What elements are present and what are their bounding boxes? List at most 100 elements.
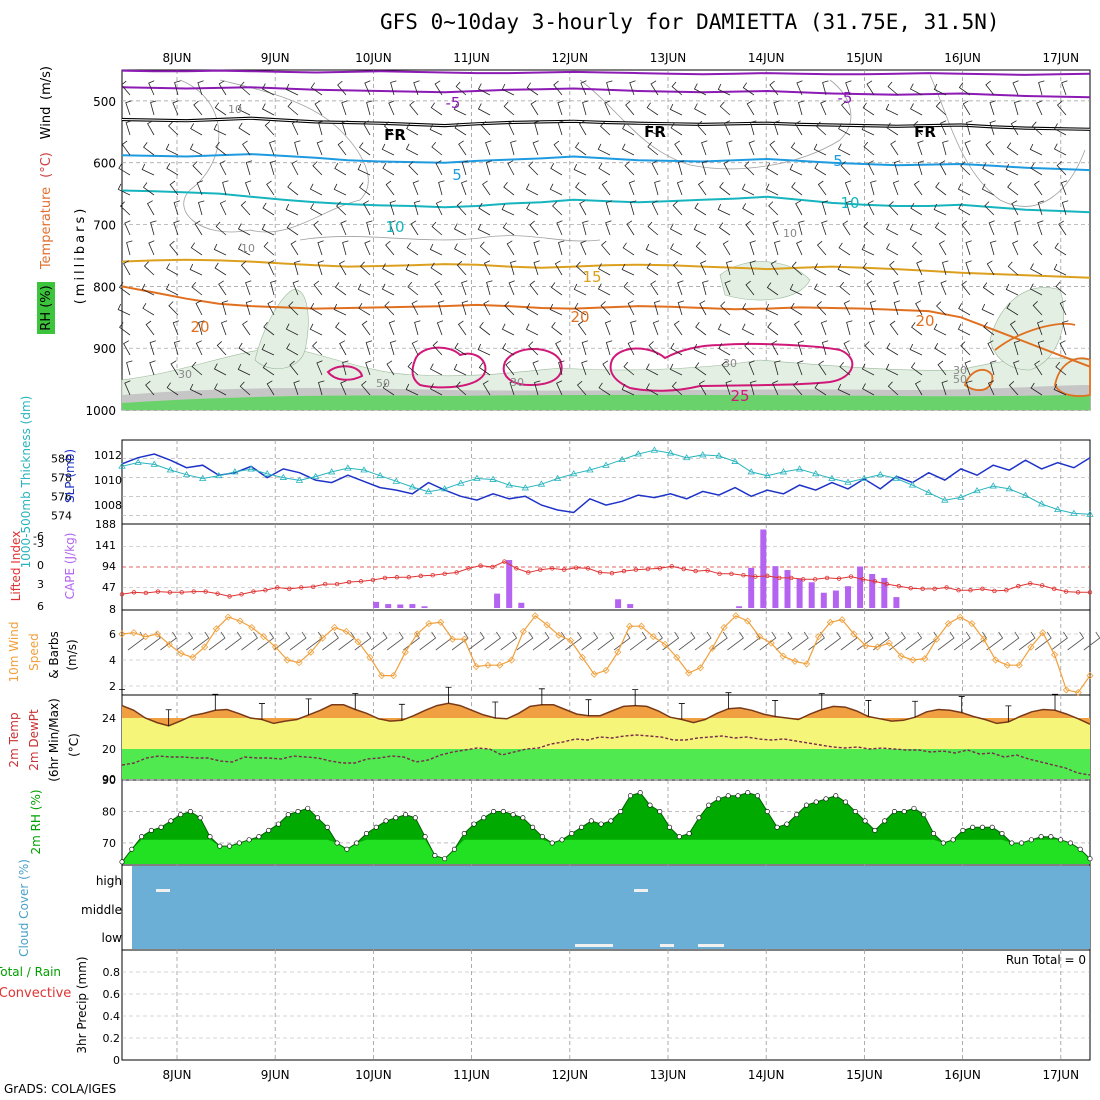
li-marker bbox=[299, 585, 304, 590]
wind-barb bbox=[677, 300, 685, 316]
wind-barb bbox=[310, 82, 323, 96]
contour-label: FR bbox=[914, 123, 936, 141]
wind-barb bbox=[174, 80, 181, 96]
rh-contour-label: 10 bbox=[241, 242, 255, 255]
li-marker bbox=[418, 573, 423, 579]
surface-wind-barb bbox=[581, 631, 599, 651]
wind-barb bbox=[694, 103, 707, 116]
wind-barb bbox=[529, 220, 539, 236]
wind-barb bbox=[909, 343, 923, 356]
li-marker bbox=[526, 570, 531, 575]
wind-barb bbox=[837, 263, 851, 276]
wind-barb bbox=[940, 280, 947, 296]
wind-barb bbox=[815, 121, 827, 136]
ua-ylabel-degc: (°C) bbox=[39, 152, 54, 178]
wind-barb bbox=[866, 80, 875, 96]
wind-barb bbox=[936, 301, 947, 316]
wind-barb bbox=[942, 260, 949, 276]
wind-barb bbox=[532, 360, 539, 376]
rh-marker bbox=[471, 821, 477, 827]
li-marker bbox=[573, 565, 579, 570]
wind-speed-marker bbox=[165, 640, 173, 648]
cape-bar bbox=[615, 599, 622, 608]
wind-barb bbox=[625, 100, 635, 116]
rh-marker bbox=[1019, 840, 1025, 846]
wind-barb bbox=[820, 320, 828, 336]
wind-speed-marker bbox=[543, 621, 551, 629]
wind-barb bbox=[843, 340, 851, 356]
rh-marker bbox=[569, 831, 575, 837]
wind-speed-marker bbox=[354, 638, 362, 646]
thickness-marker bbox=[166, 466, 175, 473]
wind-barb bbox=[485, 140, 492, 156]
wind-barb bbox=[289, 360, 299, 376]
wind-barb bbox=[723, 120, 731, 136]
wind-barb bbox=[407, 361, 419, 376]
rh-marker bbox=[393, 815, 399, 821]
wind-barb bbox=[750, 120, 757, 136]
wind-barb bbox=[361, 320, 371, 336]
rh-marker bbox=[559, 837, 565, 843]
surface-wind-barb bbox=[386, 631, 404, 651]
wind-barb bbox=[483, 300, 491, 316]
wind-barb bbox=[601, 240, 611, 256]
wind-barb bbox=[988, 220, 995, 236]
wind-barb bbox=[338, 260, 347, 276]
li-marker bbox=[561, 567, 567, 572]
wind-speed-marker bbox=[602, 666, 610, 674]
wind-barb bbox=[693, 83, 707, 96]
wind-barb bbox=[960, 161, 971, 176]
wind-barb bbox=[365, 340, 373, 356]
contour-label: 5 bbox=[833, 152, 843, 170]
wind-barb bbox=[580, 80, 587, 96]
wind-barb bbox=[794, 120, 803, 136]
wind-barb bbox=[168, 301, 179, 316]
li-marker bbox=[609, 570, 615, 576]
li-marker bbox=[227, 594, 232, 599]
wind-speed-marker bbox=[637, 622, 645, 630]
thickness-marker bbox=[844, 478, 852, 485]
rh-marker bbox=[344, 846, 350, 852]
wind-barb bbox=[699, 300, 707, 316]
thk-tick: 578 bbox=[51, 472, 72, 485]
wind-barb bbox=[239, 81, 251, 96]
rh-marker bbox=[373, 824, 379, 830]
wind-barb bbox=[916, 260, 923, 276]
isotherm-fr-inner bbox=[121, 117, 1091, 130]
wind-barb bbox=[525, 183, 539, 196]
rh-marker bbox=[334, 840, 340, 846]
wind-barb bbox=[124, 220, 131, 236]
rh-marker bbox=[970, 824, 976, 830]
wind-barb bbox=[864, 341, 875, 356]
wind-barb bbox=[627, 340, 635, 356]
wind-barb bbox=[917, 140, 924, 156]
wind-barb bbox=[917, 160, 925, 176]
wind-barb bbox=[598, 263, 611, 276]
date-label-top: 14JUN bbox=[748, 51, 785, 65]
li-marker bbox=[346, 579, 352, 585]
rh-marker bbox=[833, 793, 839, 799]
wind-barb bbox=[216, 341, 227, 356]
li-tick: 6 bbox=[37, 600, 44, 613]
wind-barb bbox=[918, 280, 925, 296]
wind-speed-marker bbox=[767, 639, 775, 647]
thickness-marker bbox=[892, 474, 901, 481]
wind-barb bbox=[886, 243, 899, 256]
thickness-marker bbox=[182, 470, 191, 478]
wind-speed-marker bbox=[685, 669, 693, 677]
wind-barb bbox=[509, 380, 516, 396]
wind-barb bbox=[605, 220, 612, 236]
cape-bar bbox=[421, 606, 428, 608]
wind-barb bbox=[389, 200, 396, 216]
wind-barb bbox=[318, 120, 325, 136]
wind-barb bbox=[795, 200, 803, 216]
wind-barb bbox=[238, 122, 251, 136]
wind-barb bbox=[745, 220, 755, 236]
li-marker bbox=[765, 573, 770, 579]
wind-barb bbox=[145, 320, 155, 336]
wind-barb bbox=[677, 280, 684, 296]
wind-barb bbox=[142, 182, 155, 196]
wind-barb bbox=[695, 241, 707, 256]
wind-barb bbox=[503, 101, 515, 116]
wind-barb bbox=[1014, 220, 1021, 236]
